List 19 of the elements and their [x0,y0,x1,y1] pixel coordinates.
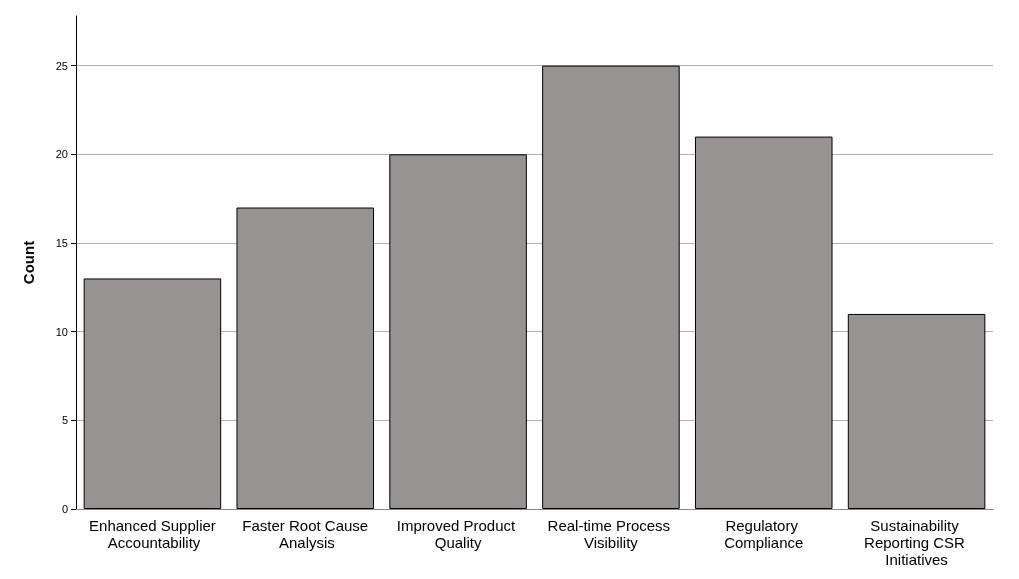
bar [389,154,527,509]
y-tick-label: 10 [55,325,68,338]
bar [847,313,986,509]
y-axis-title: Count [20,240,37,285]
x-tick-label: Faster Root Cause Analysis [242,517,369,551]
y-tick-label: 0 [61,503,68,515]
y-tick-label: 20 [55,148,68,161]
y-tick-label: 25 [55,59,68,72]
bar [694,136,833,509]
x-tick-label: Regulatory Compliance [724,517,804,551]
bar [83,278,222,509]
x-tick-label: Enhanced Supplier Accountability [89,517,216,551]
y-tick-label: 15 [55,236,68,249]
x-tick-label: Sustainability Reporting CSR Initiatives [864,517,970,568]
bar [542,65,680,509]
bar [236,207,375,509]
x-tick-label: Real-time Process Visibility [547,517,675,551]
y-tick-label: 5 [61,414,68,427]
x-tick-label: Improved Product Quality [396,517,520,551]
